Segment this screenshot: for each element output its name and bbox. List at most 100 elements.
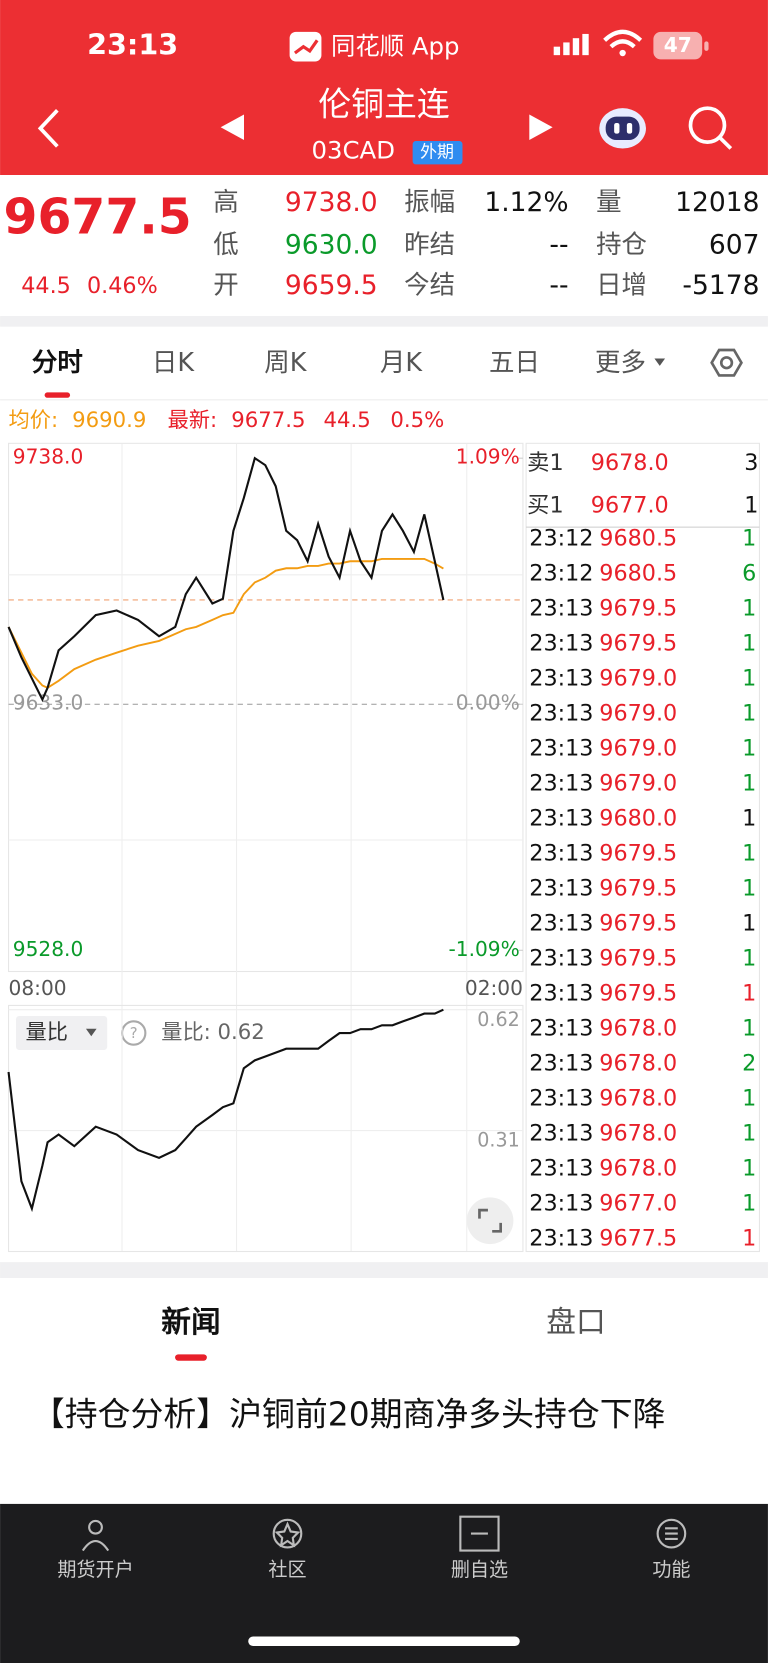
y-tick-label: 9528.0 — [13, 937, 83, 961]
home-indicator — [248, 1636, 520, 1647]
y-tick-label: 9738.0 — [13, 445, 83, 469]
last-price: 9677.5 — [4, 189, 192, 246]
tab[interactable]: 日K — [152, 348, 195, 378]
tab[interactable]: 月K — [380, 348, 423, 378]
selector-bg[interactable] — [15, 1016, 108, 1050]
trade-volume: 2 — [742, 1050, 756, 1076]
trade-volume: 1 — [742, 665, 756, 691]
trade-price: 9678.0 — [599, 1085, 677, 1111]
trade-time: 23:13 — [529, 1015, 593, 1041]
volume-ratio: 量比: 0.62 — [161, 1020, 265, 1045]
bottom-tab[interactable]: 盘口 — [546, 1305, 605, 1340]
field-label: 量 — [596, 188, 621, 218]
code: 03CAD — [312, 136, 395, 165]
news-headline[interactable]: 【持仓分析】沪铜前20期商净多头持仓下降 — [31, 1395, 666, 1434]
trade-price: 9678.0 — [599, 1015, 677, 1041]
tick-panel — [525, 442, 760, 1253]
field-value: 9738.0 — [285, 187, 378, 218]
nav-label[interactable]: 期货开户 — [57, 1558, 133, 1581]
app-name: 同花顺 App — [331, 32, 460, 61]
nav-icon[interactable] — [459, 1515, 500, 1552]
trade-time: 23:13 — [529, 770, 593, 796]
trade-time: 23:13 — [529, 945, 593, 971]
trade-price: 9678.0 — [599, 1050, 677, 1076]
field-label: 开 — [213, 270, 238, 300]
trade-volume: 1 — [742, 840, 756, 866]
nav-label[interactable]: 功能 — [652, 1558, 690, 1581]
tag-bg — [412, 141, 463, 165]
nav-icon[interactable] — [81, 1519, 110, 1552]
trade-volume: 1 — [742, 945, 756, 971]
latest-pct: 0.5% — [390, 408, 444, 433]
trade-time: 23:13 — [529, 1120, 593, 1146]
expand-button[interactable] — [466, 1197, 514, 1245]
settings-button[interactable] — [710, 348, 743, 377]
trade-price: 9680.0 — [599, 805, 677, 831]
y2-tick-label: -1.09% — [449, 937, 520, 961]
signal-icon — [553, 33, 589, 56]
back-button[interactable] — [37, 109, 59, 148]
tab[interactable]: 周K — [264, 348, 307, 378]
separator — [0, 316, 768, 327]
title: 伦铜主连 — [318, 85, 449, 124]
trade-time: 23:13 — [529, 1155, 593, 1181]
trade-price: 9679.0 — [599, 770, 677, 796]
volume-tick-label: 0.62 — [477, 1008, 519, 1031]
more-caret — [654, 358, 666, 366]
battery-tip — [704, 41, 709, 51]
help-glyph: ? — [130, 1025, 138, 1042]
selector[interactable]: 量比 — [26, 1020, 68, 1045]
search-button[interactable] — [688, 106, 733, 150]
trade-time: 23:13 — [529, 1225, 593, 1251]
bottom-tab[interactable]: 新闻 — [161, 1305, 220, 1340]
nav-label[interactable]: 删自选 — [451, 1558, 508, 1581]
trade-volume: 1 — [742, 1155, 756, 1181]
robot-button[interactable] — [599, 108, 646, 149]
next-button[interactable] — [529, 114, 553, 140]
x-label-start: 08:00 — [9, 976, 67, 1000]
trade-volume: 1 — [742, 875, 756, 901]
trade-volume: 1 — [742, 1120, 756, 1146]
field-label: 日增 — [596, 270, 647, 300]
nav-label[interactable]: 社区 — [268, 1558, 306, 1581]
nav-icon[interactable] — [656, 1518, 687, 1549]
trade-volume: 1 — [742, 1190, 756, 1216]
trade-time: 23:13 — [529, 1050, 593, 1076]
x-label-end: 02:00 — [465, 976, 523, 1000]
tab[interactable]: 分时 — [32, 348, 83, 378]
book-side: 买1 — [527, 492, 563, 518]
tab[interactable]: 五日 — [489, 348, 540, 378]
trade-time: 23:12 — [529, 560, 593, 586]
line-series — [7, 557, 444, 689]
trade-volume: 1 — [742, 525, 756, 551]
volume-frame — [8, 1004, 524, 1253]
field-value: 1.12% — [484, 187, 568, 218]
trade-volume: 1 — [742, 1015, 756, 1041]
prev-button[interactable] — [220, 114, 245, 140]
trade-price: 9680.5 — [599, 525, 677, 551]
nav-icon[interactable] — [272, 1518, 303, 1549]
line-series — [7, 456, 445, 703]
trade-time: 23:13 — [529, 630, 593, 656]
tab-underline — [44, 392, 71, 398]
trade-price: 9679.0 — [599, 735, 677, 761]
field-value: 607 — [709, 230, 760, 261]
y2-tick-label: 1.09% — [456, 445, 520, 469]
trade-volume: 1 — [742, 630, 756, 656]
trade-time: 23:13 — [529, 840, 593, 866]
trade-time: 23:12 — [529, 525, 593, 551]
trade-volume: 6 — [742, 560, 756, 586]
tab[interactable]: 更多 — [595, 348, 646, 378]
trade-price: 9679.5 — [599, 840, 677, 866]
trade-price: 9679.5 — [599, 595, 677, 621]
avg-label: 均价: — [9, 408, 59, 433]
trade-price: 9679.0 — [599, 700, 677, 726]
latest-change: 44.5 — [324, 408, 371, 433]
change-pct: 0.46% — [87, 273, 158, 299]
trade-volume: 1 — [742, 700, 756, 726]
trade-volume: 1 — [742, 910, 756, 936]
field-value: -5178 — [682, 270, 759, 301]
trade-volume: 1 — [742, 1225, 756, 1251]
trade-price: 9677.5 — [599, 1225, 677, 1251]
